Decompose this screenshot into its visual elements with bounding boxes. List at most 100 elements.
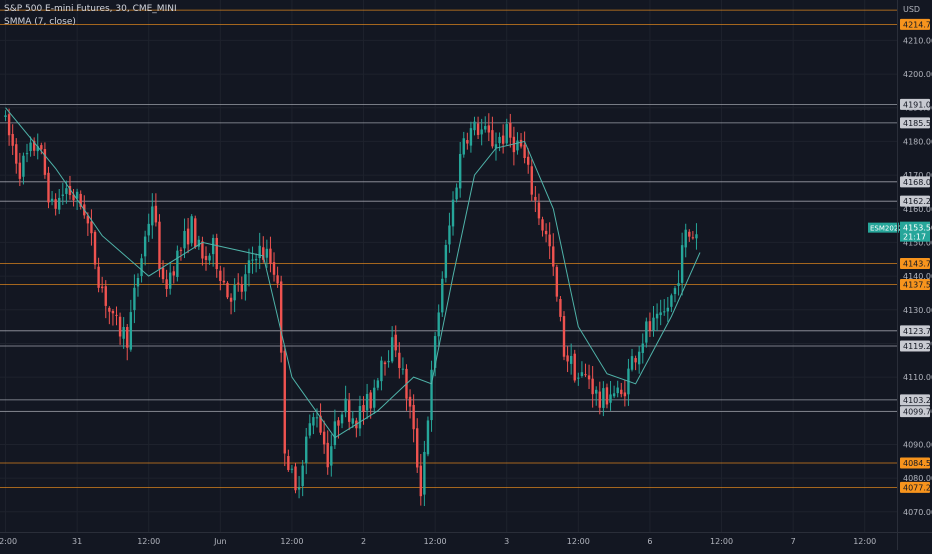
candle-body [322,431,326,445]
candle-body [61,194,64,196]
candle-body [25,153,29,155]
candle-body [552,246,555,267]
symbol-title[interactable]: S&P 500 E-mini Futures, 30, CME_MINI [4,4,177,14]
candle-body [111,311,115,314]
candle-body [287,456,290,470]
indicator-label[interactable]: SMMA (7, close) [4,17,76,27]
x-tick-label: 3 [504,537,509,546]
candle-body [455,187,458,200]
candle-body [143,236,147,257]
candle-body [577,377,580,379]
smma-line [5,107,701,439]
level-badge-label: 4103.25 [903,396,932,405]
candle-body [47,172,50,203]
candle-body [498,136,501,144]
level-badge [900,257,930,269]
candle-body [652,317,655,331]
x-tick-label: 7 [791,537,796,546]
candle-body [169,272,172,289]
candle-body [523,144,526,159]
level-badge-label: 4214.75 [903,20,932,29]
candle-body [641,343,644,353]
candle-body [569,355,573,364]
candle-body [75,191,79,199]
candle-body [308,423,312,436]
candle-body [104,286,107,306]
candle-body [595,389,598,394]
candle-body [580,372,584,376]
candle-body [430,369,433,421]
candle-body [305,436,308,464]
candle-body [365,394,369,411]
candle-body [473,121,476,131]
candle-body [165,279,168,290]
x-tick-label: 6 [647,537,652,546]
candle-body [620,389,623,395]
symbol-tag [868,222,899,233]
candle-body [204,256,208,260]
candle-body [509,122,512,138]
candle-body [451,199,455,227]
candle-body [530,166,533,195]
candle-body [666,307,670,312]
last-price-badge [900,221,930,242]
candle-body [133,287,136,311]
last-price-label: 4153.50 [903,224,932,233]
candle-body [136,277,140,287]
candle-body [401,368,405,370]
candle-body [18,162,22,179]
candle-body [584,374,587,376]
candle-body [623,392,627,397]
candle-body [637,351,641,365]
x-tick-label: 2 [361,537,366,546]
candle-body [458,153,462,189]
candle-body [50,198,54,202]
y-tick-label: 4080.00 [903,474,932,483]
candle-body [154,205,158,223]
level-badge [900,481,930,493]
candle-body [527,156,530,165]
candle-body [398,352,401,368]
candle-body [319,415,322,433]
candle-body [663,311,666,313]
candle-body [129,312,133,350]
y-tick-label: 4130.00 [903,306,932,315]
candle-body [491,130,494,147]
candle-body [22,155,25,177]
candle-body [11,133,14,146]
level-badge [900,117,930,129]
candle-body [229,297,233,302]
level-badge-label: 4084.50 [903,459,932,468]
candle-body [190,216,193,244]
candle-body [15,144,18,164]
level-badge [900,406,930,418]
currency-label: USD [903,5,920,14]
candle-body [258,245,261,259]
candle-body [36,146,39,152]
y-tick-label: 4180.00 [903,137,932,146]
candle-body [358,406,362,429]
level-badge [900,325,930,337]
candle-body [29,142,32,152]
candle-body [480,129,483,135]
candle-body [118,316,122,337]
x-tick-label: 12:00 [280,537,303,546]
level-badge-label: 4168.00 [903,178,932,187]
candle-body [566,355,569,362]
candle-body [201,241,204,259]
candle-body [4,115,7,118]
level-badge-label: 4185.50 [903,119,932,128]
candle-body [337,420,340,426]
candle-body [548,234,551,247]
candle-body [276,275,279,284]
x-tick-label: 12:00 [710,537,733,546]
candle-body [237,282,240,284]
candle-body [691,237,695,239]
x-tick-label: 12:00 [0,537,17,546]
candle-body [244,274,247,292]
candle-body [487,125,491,133]
candle-body [240,284,243,292]
